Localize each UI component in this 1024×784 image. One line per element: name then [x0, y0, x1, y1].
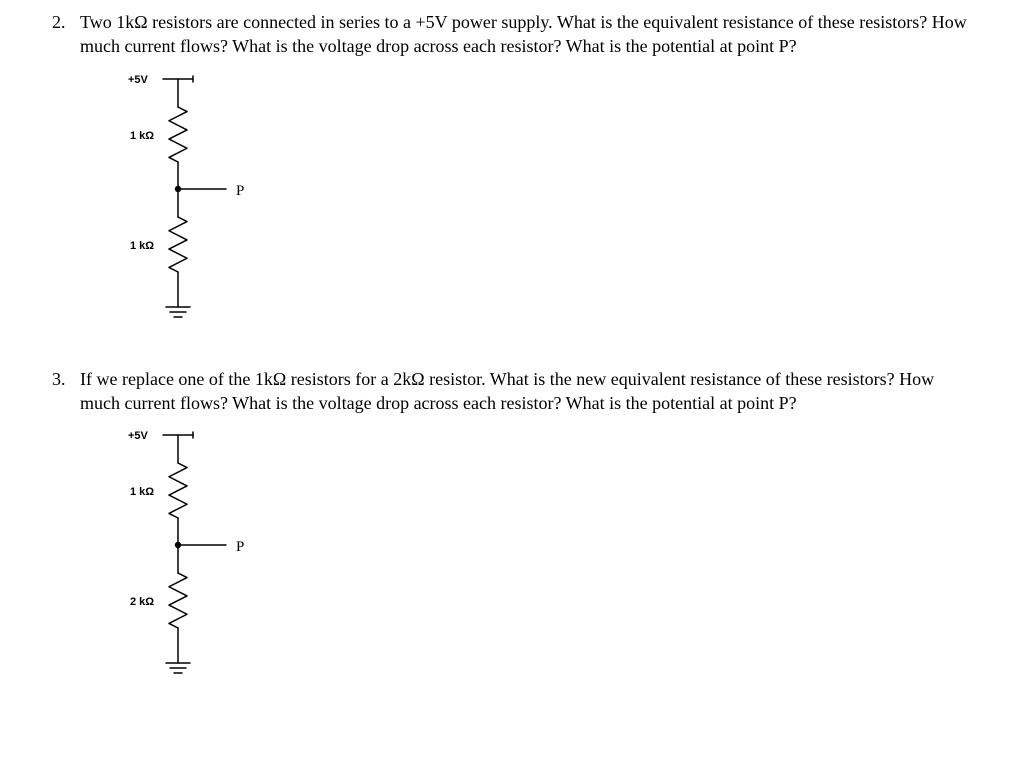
- problem-number: 3.: [52, 367, 80, 391]
- resistor-1-label: 1 kΩ: [130, 129, 154, 144]
- problem-1: 2.Two 1kΩ resistors are connected in ser…: [52, 10, 972, 59]
- resistor-2-label: 1 kΩ: [130, 239, 154, 254]
- resistor-2-label: 2 kΩ: [130, 595, 154, 610]
- problem-text: If we replace one of the 1kΩ resistors f…: [80, 367, 972, 416]
- problem-2: 3.If we replace one of the 1kΩ resistors…: [52, 367, 972, 416]
- circuit-diagram: +5V 1 kΩ 2 kΩ P: [108, 423, 328, 683]
- problem-number: 2.: [52, 10, 80, 34]
- point-p-label: P: [236, 181, 244, 201]
- supply-label: +5V: [128, 73, 148, 88]
- problem-text: Two 1kΩ resistors are connected in serie…: [80, 10, 972, 59]
- circuit-diagram: +5V 1 kΩ 1 kΩ P: [108, 67, 328, 327]
- resistor-1-label: 1 kΩ: [130, 485, 154, 500]
- supply-label: +5V: [128, 429, 148, 444]
- point-p-label: P: [236, 537, 244, 557]
